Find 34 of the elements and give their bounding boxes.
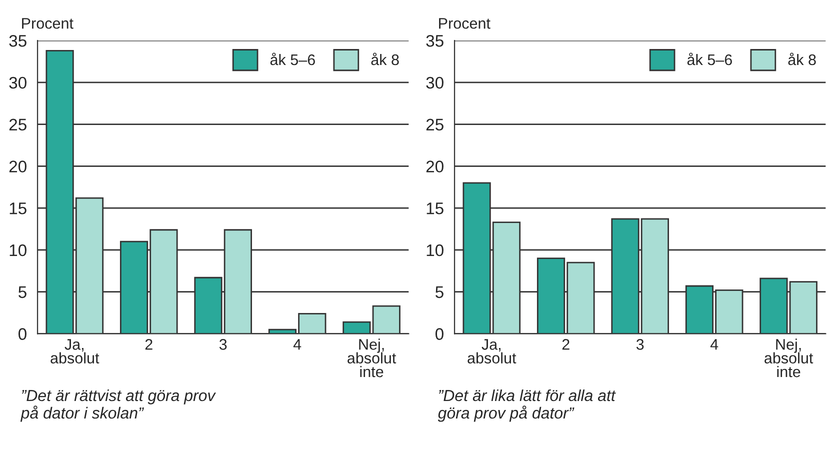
- x-tick-label: 2: [145, 339, 152, 350]
- x-tick-label: Nej, absolut inte: [764, 338, 814, 378]
- y-tick-label: 15: [10, 202, 26, 214]
- x-tick-label: Ja, absolut: [50, 339, 100, 364]
- legend-label: åk 5–6: [270, 52, 315, 66]
- legend-label: åk 8: [371, 52, 399, 66]
- y-tick-label: 0: [435, 328, 444, 340]
- legend-label: åk 5–6: [687, 52, 732, 66]
- y-tick-label: 20: [9, 160, 26, 172]
- y-tick-label: 30: [426, 76, 444, 89]
- y-tick-label: 15: [426, 202, 444, 214]
- legend-label: åk 8: [788, 52, 816, 66]
- x-tick-label: Ja, absolut: [468, 339, 516, 364]
- x-tick-label: Nej, absolut inte: [348, 338, 396, 378]
- y-tick-label: 25: [9, 118, 26, 131]
- y-axis-title: Procent: [22, 18, 74, 29]
- text: ”Det är lika lätt för alla att göra prov på dator”: [438, 389, 616, 422]
- y-tick-label: 10: [10, 244, 26, 256]
- x-tick-label: 3: [636, 339, 644, 350]
- x-tick-label: 4: [710, 339, 718, 350]
- text: ”Det är rättvist att göra prov på dator i skolan”: [20, 389, 216, 422]
- x-tick-label: 3: [219, 339, 227, 350]
- y-tick-label: 20: [426, 160, 444, 172]
- y-tick-label: 30: [9, 76, 26, 89]
- y-axis-title: Procent: [439, 18, 490, 29]
- y-tick-label: 5: [436, 286, 444, 298]
- y-tick-label: 5: [18, 286, 26, 298]
- y-tick-label: 35: [426, 34, 444, 47]
- y-tick-label: 10: [426, 244, 444, 256]
- x-tick-label: 2: [562, 339, 570, 350]
- y-tick-label: 35: [9, 34, 26, 47]
- x-tick-label: 4: [293, 339, 302, 350]
- y-tick-label: 0: [18, 328, 26, 340]
- y-tick-label: 25: [426, 118, 444, 131]
